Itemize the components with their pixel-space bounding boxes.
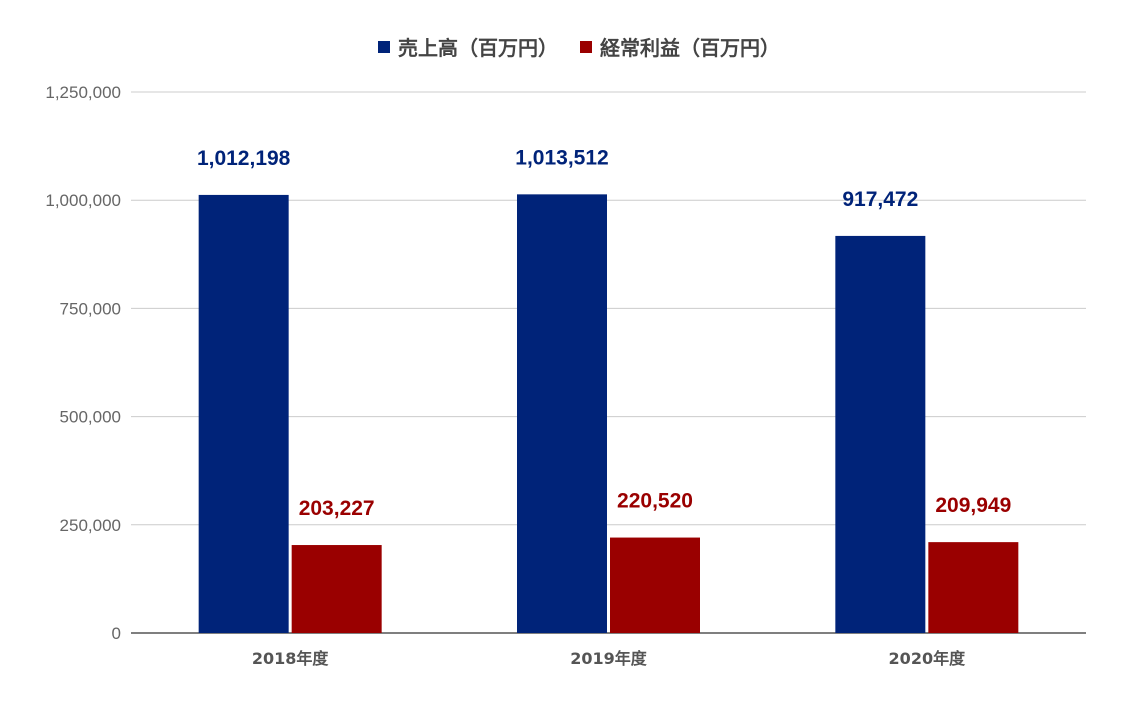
data-label: 1,013,512 [515, 146, 608, 169]
legend: 売上高（百万円） 経常利益（百万円） [378, 36, 780, 60]
y-tick-label: 1,250,000 [45, 83, 121, 102]
data-label: 203,227 [299, 497, 375, 520]
y-tick-label: 500,000 [60, 408, 121, 427]
legend-label: 売上高（百万円） [398, 36, 558, 60]
bar-sales [517, 194, 607, 634]
x-axis-ticks: 2018年度 2019年度 2020年度 [252, 649, 966, 668]
data-labels: 1,012,198 203,227 1,013,512 220,520 917,472 2… [197, 146, 1011, 520]
y-tick-label: 250,000 [60, 516, 121, 535]
data-label: 1,012,198 [197, 147, 291, 170]
legend-item: 売上高（百万円） [378, 36, 558, 60]
data-label: 917,472 [842, 188, 918, 211]
legend-item: 経常利益（百万円） [580, 36, 780, 60]
y-tick-label: 0 [112, 624, 121, 643]
bars [198, 194, 1019, 634]
legend-label: 経常利益（百万円） [600, 36, 780, 60]
x-tick-label: 2018年度 [252, 649, 330, 668]
data-label: 209,949 [935, 494, 1011, 517]
gridlines [131, 91, 1086, 634]
bar-sales [835, 235, 926, 633]
bar-ordinary-profit [928, 542, 1019, 633]
legend-swatch [580, 41, 592, 53]
bar-ordinary-profit [610, 537, 700, 633]
y-tick-label: 1,000,000 [45, 191, 121, 210]
bar-sales [198, 194, 289, 633]
x-tick-label: 2019年度 [570, 649, 648, 668]
x-tick-label: 2020年度 [889, 649, 967, 668]
y-axis-ticks: 0 250,000 500,000 750,000 1,000,000 1,250,000 [45, 83, 121, 643]
bar-ordinary-profit [291, 545, 382, 633]
y-tick-label: 750,000 [60, 299, 121, 318]
data-label: 220,520 [617, 490, 693, 513]
legend-swatch [378, 41, 390, 53]
